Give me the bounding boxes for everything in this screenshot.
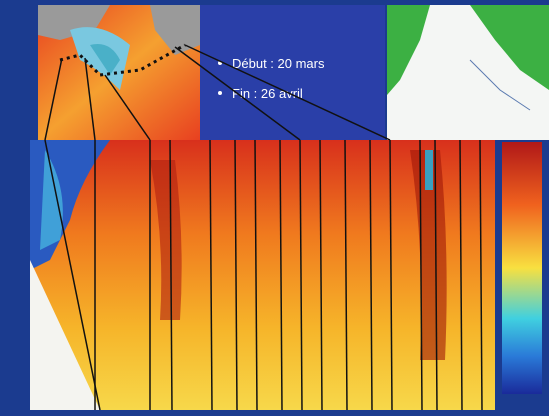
map-left — [38, 5, 200, 140]
colorbar — [502, 142, 542, 394]
page: {"slide": {"bullets": ["Début : 20 mars"… — [0, 0, 549, 416]
bullet-box: Début : 20 mars Fin : 26 avril — [200, 5, 385, 140]
section-plot — [30, 140, 495, 410]
bullet-dot — [218, 91, 222, 95]
bullet-text: Fin : 26 avril — [232, 86, 303, 101]
bullet-text: Début : 20 mars — [232, 56, 325, 71]
slide: Début : 20 mars Fin : 26 avril — [0, 0, 549, 416]
map-right — [387, 5, 549, 140]
